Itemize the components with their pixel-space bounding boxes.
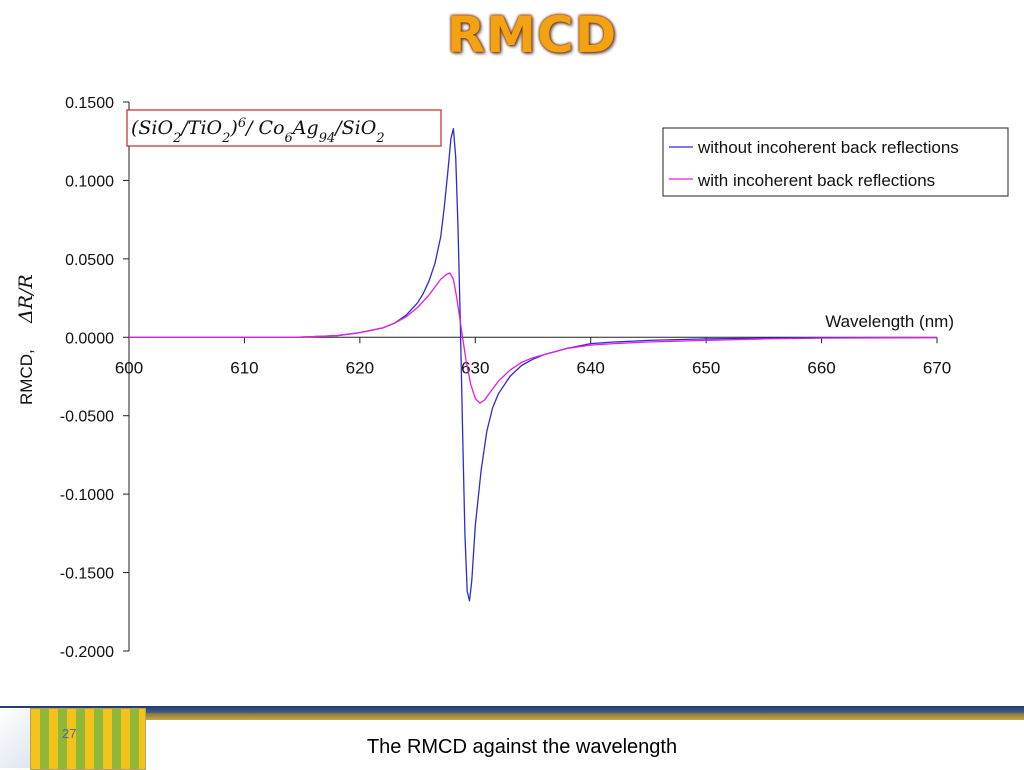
x-tick-label: 620	[346, 358, 374, 377]
footer-bar	[0, 706, 1024, 720]
x-tick-label: 660	[807, 358, 835, 377]
x-tick-label: 670	[923, 358, 951, 377]
x-tick-label: 600	[115, 358, 143, 377]
series-line-with-reflections	[129, 272, 938, 404]
annotation-border	[126, 109, 442, 147]
annotation-segment: /TiO	[179, 117, 222, 139]
x-axis-label: Wavelength (nm)	[825, 312, 954, 331]
y-axis-ticks: 0.1500 0.1000 0.0500 0.0000 -0.0500 -0.1000 -0…	[60, 95, 129, 661]
legend: without incoherent back reflections with…	[662, 127, 1009, 197]
annotation-segment: 6	[285, 131, 293, 146]
y-tick-label: -0.0500	[60, 409, 114, 426]
annotation-segment: 2	[172, 131, 181, 146]
y-tick-label: 0.1000	[65, 173, 114, 190]
y-tick-label: 0.0500	[65, 252, 114, 269]
annotation-segment: 94	[319, 131, 336, 146]
y-tick-label: -0.1000	[60, 487, 114, 504]
y-tick-label: 0.1500	[65, 95, 114, 112]
footer-decoration	[0, 708, 30, 768]
x-tick-label: 650	[692, 358, 720, 377]
x-axis-ticks: 600 610 620 630 640 650 660 670	[115, 337, 951, 377]
annotation-formula: (SiO2/TiO2)6/ Co6Ag94/SiO2	[131, 116, 385, 146]
annotation-box: (SiO2/TiO2)6/ Co6Ag94/SiO2	[126, 109, 442, 147]
y-axis-label-math: ΔR/R	[15, 274, 37, 324]
slide-title: RMCD	[446, 6, 618, 64]
y-axis-label-group: RMCD, ΔR/R	[15, 274, 37, 405]
rmcd-chart: 0.1500 0.1000 0.0500 0.0000 -0.0500 -0.1000 -0…	[15, 95, 1009, 661]
annotation-segment: 6	[238, 116, 246, 131]
series-layer	[129, 128, 938, 602]
page-number: 27	[62, 726, 77, 741]
x-tick-label: 610	[230, 358, 258, 377]
legend-box	[662, 127, 1009, 197]
x-tick-label: 630	[461, 358, 489, 377]
annotation-segment: 2	[221, 131, 230, 146]
annotation-segment: (SiO	[131, 117, 174, 139]
footer-thumbnail	[30, 708, 146, 770]
annotation-segment: /SiO	[333, 117, 376, 139]
slide-caption: The RMCD against the wavelength	[366, 736, 678, 758]
x-tick-label: 640	[577, 358, 605, 377]
annotation-segment: 2	[375, 131, 384, 146]
annotation-segment: Ag	[291, 117, 319, 139]
series-line-without-reflections	[296, 128, 938, 602]
annotation-segment: )	[229, 117, 237, 139]
y-tick-label: -0.1500	[60, 566, 114, 583]
y-axis-label: RMCD,	[17, 349, 36, 405]
annotation-segment: / Co	[244, 117, 284, 139]
y-tick-label: 0.0000	[65, 330, 114, 347]
legend-label-without: without incoherent back reflections	[697, 138, 959, 157]
legend-label-with: with incoherent back reflections	[697, 171, 935, 190]
y-tick-label: -0.2000	[60, 644, 114, 661]
